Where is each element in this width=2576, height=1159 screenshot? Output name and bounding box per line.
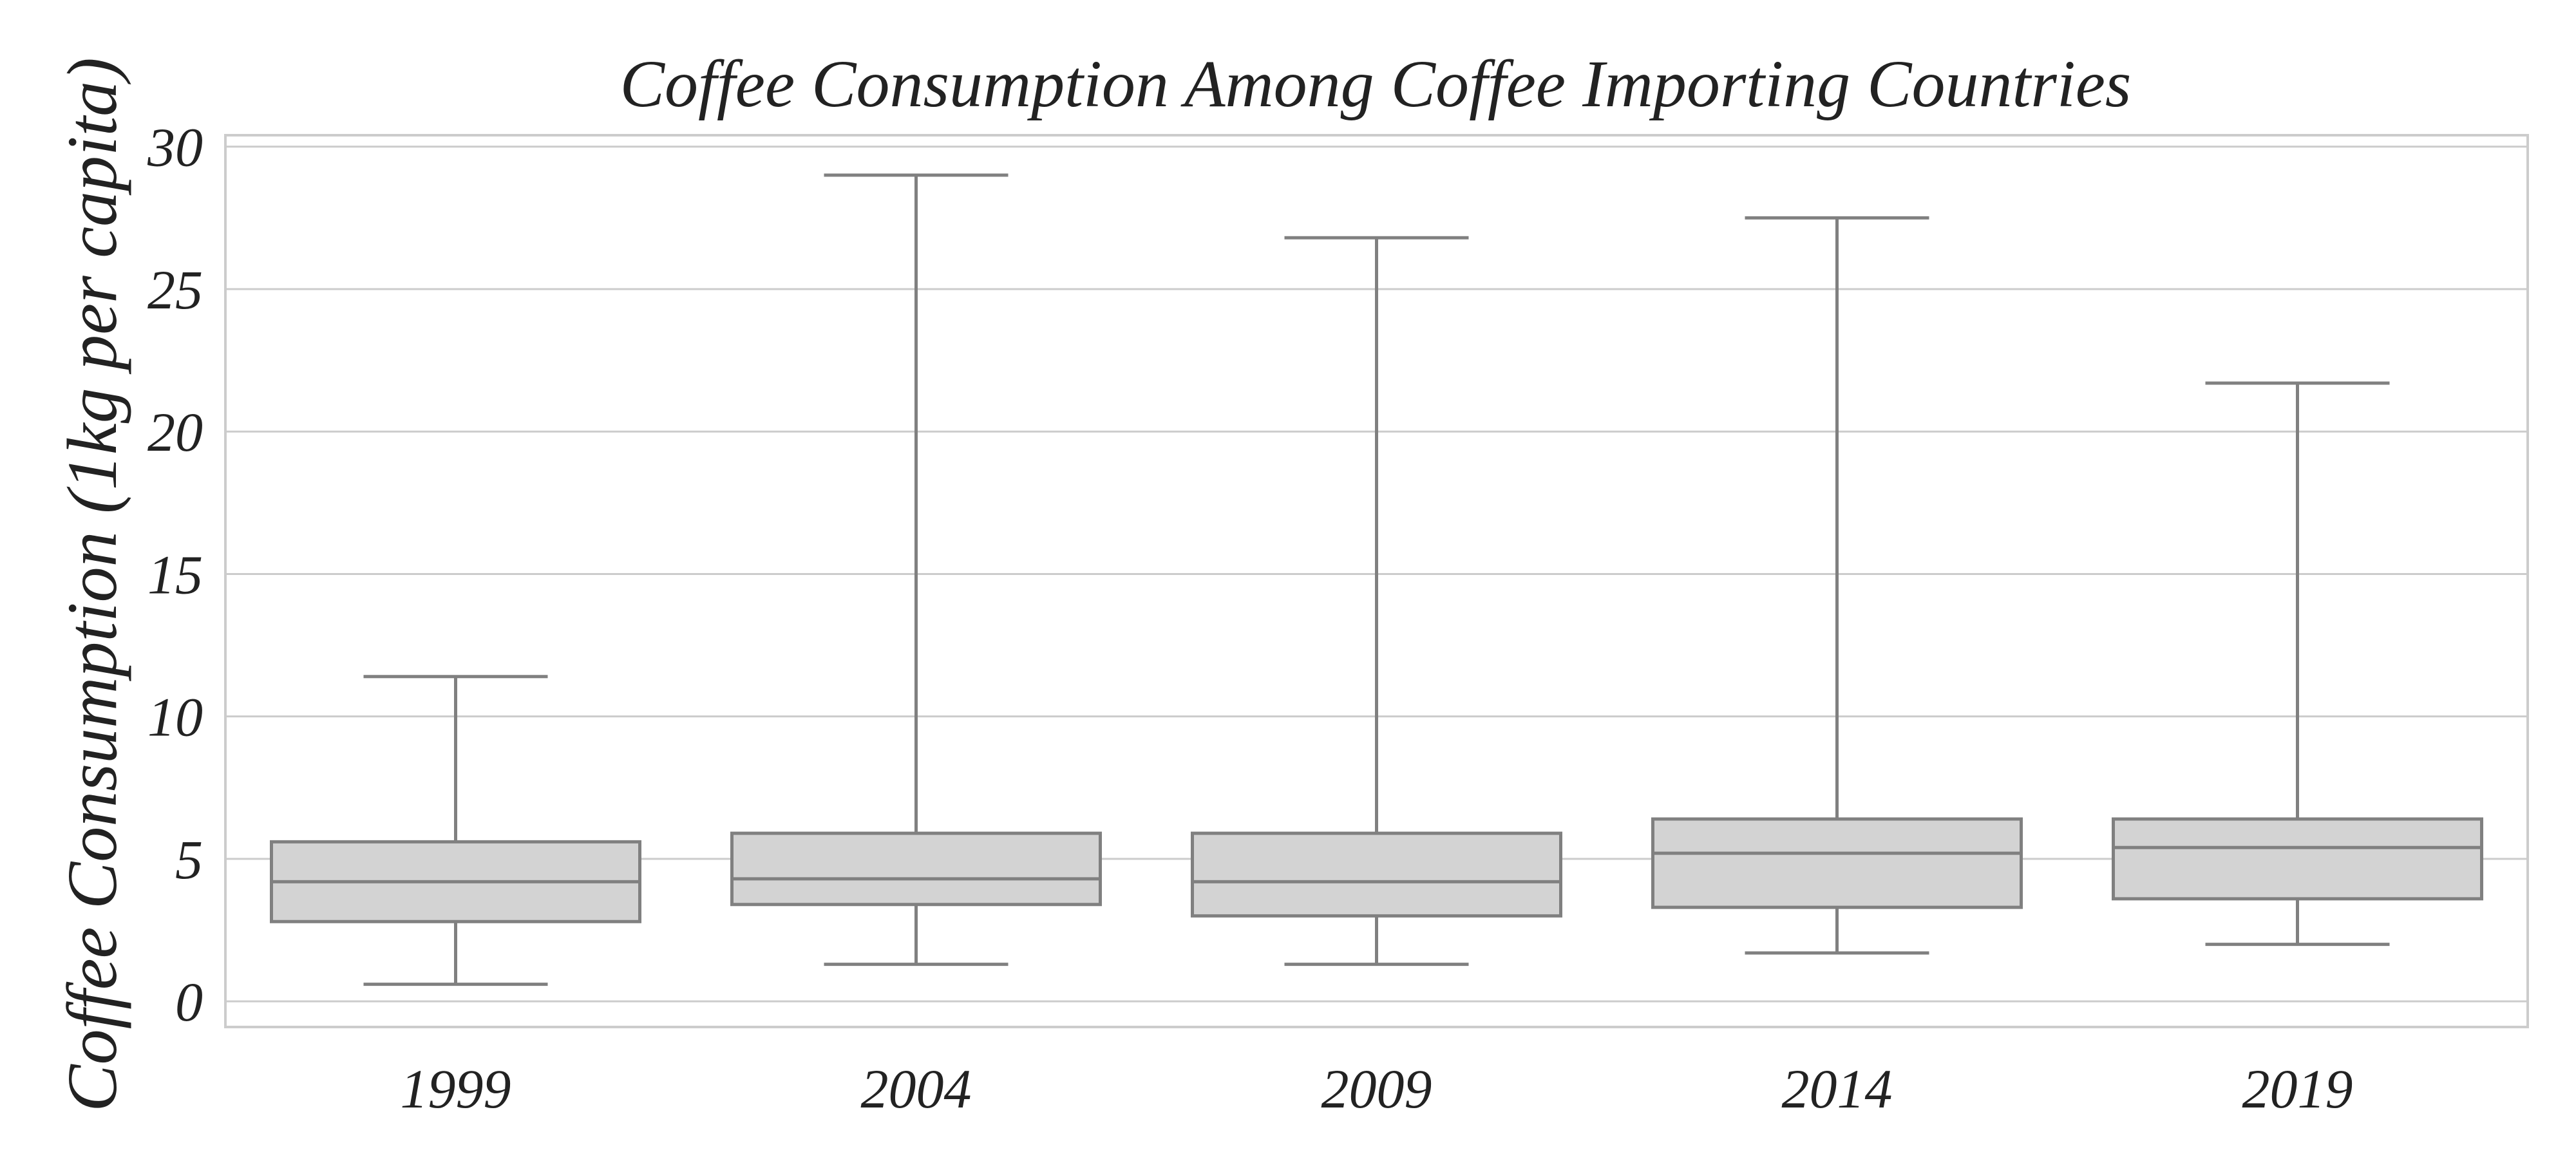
y-tick-labels: 0 5 10 15 20 25 30 — [147, 117, 203, 1033]
box-2004 — [730, 831, 1102, 907]
x-tick-label: 2004 — [861, 1058, 972, 1120]
chart-title: Coffee Consumption Among Coffee Importin… — [620, 47, 2132, 121]
y-axis-label: Coffee Consumption (1kg per capita) — [53, 57, 131, 1112]
y-tick-label: 30 — [147, 117, 203, 178]
x-tick-labels: 1999 2004 2009 2014 2019 — [401, 1058, 2353, 1120]
y-tick-label: 15 — [147, 543, 203, 605]
x-tick-label: 2019 — [2242, 1058, 2353, 1120]
x-tick-label: 2014 — [1782, 1058, 1893, 1120]
plot-frame-layer — [224, 134, 2529, 1028]
y-tick-label: 5 — [175, 829, 203, 890]
y-tick-label: 25 — [147, 259, 203, 321]
box-2019 — [2112, 817, 2483, 901]
box-layer — [270, 173, 2483, 986]
y-tick-label: 10 — [147, 686, 203, 748]
box-2014 — [1651, 817, 2023, 909]
y-tick-label: 20 — [147, 401, 203, 463]
box-2009 — [1191, 831, 1562, 918]
x-tick-label: 1999 — [401, 1058, 511, 1120]
x-tick-label: 2009 — [1321, 1058, 1432, 1120]
y-tick-label: 0 — [175, 971, 203, 1033]
plot-frame — [224, 134, 2529, 1028]
